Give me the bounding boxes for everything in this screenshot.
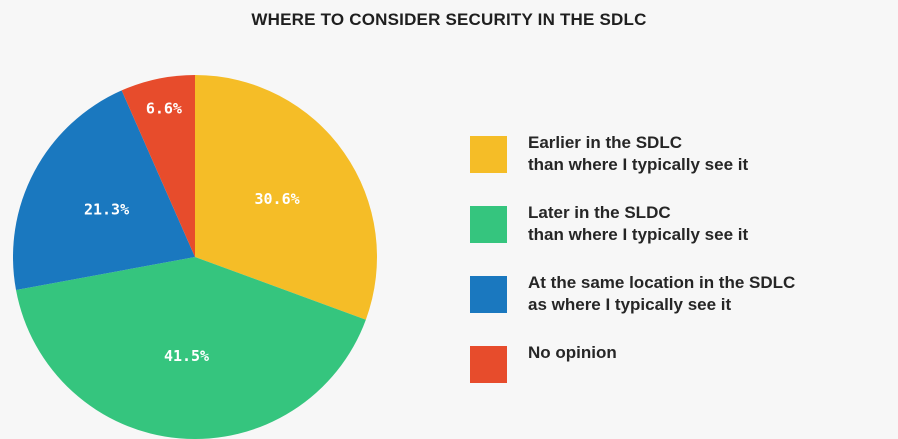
slice-label-no-opinion: 6.6% <box>146 100 182 118</box>
legend-item-no-opinion: No opinion <box>470 342 890 386</box>
legend-item-earlier: Earlier in the SDLC than where I typical… <box>470 132 890 176</box>
legend-swatch-same <box>470 276 507 313</box>
legend-label-no-opinion: No opinion <box>528 343 617 362</box>
legend-item-same: At the same location in the SDLC as wher… <box>470 272 890 316</box>
slice-label-later: 41.5% <box>164 347 209 365</box>
legend-item-later: Later in the SLDC than where I typically… <box>470 202 890 246</box>
pie-slice-earlier <box>195 75 377 320</box>
pie-slice-same <box>12 90 195 290</box>
pie-slice-later <box>16 257 366 439</box>
legend-label-later: Later in the SLDC than where I typically… <box>528 203 749 244</box>
legend-swatch-no-opinion <box>470 346 507 383</box>
slice-label-earlier: 30.6% <box>254 190 299 208</box>
legend-label-earlier: Earlier in the SDLC than where I typical… <box>528 133 749 174</box>
pie-slice-no-opinion <box>121 75 195 257</box>
legend-swatch-earlier <box>470 136 507 173</box>
legend-label-same: At the same location in the SDLC as wher… <box>528 273 796 314</box>
chart-title: WHERE TO CONSIDER SECURITY IN THE SDLC <box>251 10 647 29</box>
slice-label-same: 21.3% <box>84 201 129 219</box>
legend-swatch-later <box>470 206 507 243</box>
